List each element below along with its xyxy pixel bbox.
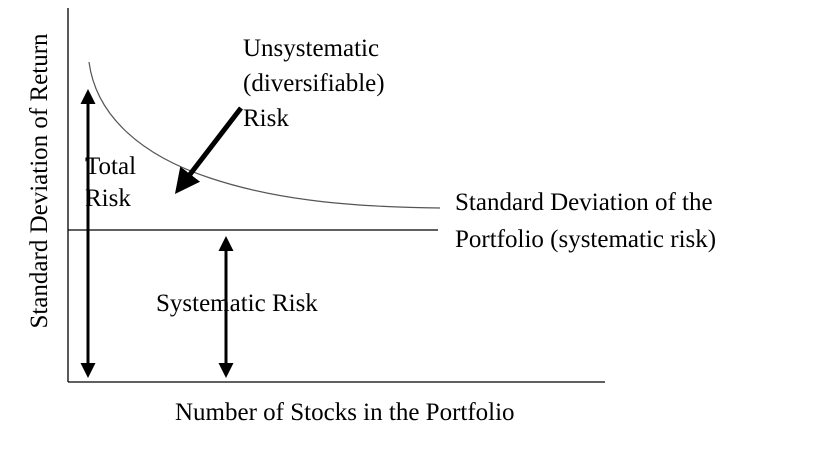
curve-label-line-2: Portfolio (systematic risk)	[455, 226, 717, 253]
unsystematic-risk-arrow	[174, 106, 243, 194]
unsystematic-risk-label-line-1: Unsystematic	[243, 35, 380, 62]
portfolio-std-curve	[88, 61, 441, 209]
total-risk-label-line-2: Risk	[85, 185, 131, 212]
unsystematic-risk-label-line-2: (diversifiable)	[243, 70, 385, 97]
x-axis-title: Number of Stocks in the Portfolio	[175, 399, 515, 426]
curve-label-line-1: Standard Deviation of the	[455, 189, 713, 216]
systematic-risk-label: Systematic Risk	[156, 290, 318, 317]
unsystematic-risk-label-line-3: Risk	[243, 105, 289, 132]
y-axis-title-text: Standard Deviation of Return	[26, 33, 53, 329]
total-risk-label-line-1: Total	[85, 153, 137, 180]
